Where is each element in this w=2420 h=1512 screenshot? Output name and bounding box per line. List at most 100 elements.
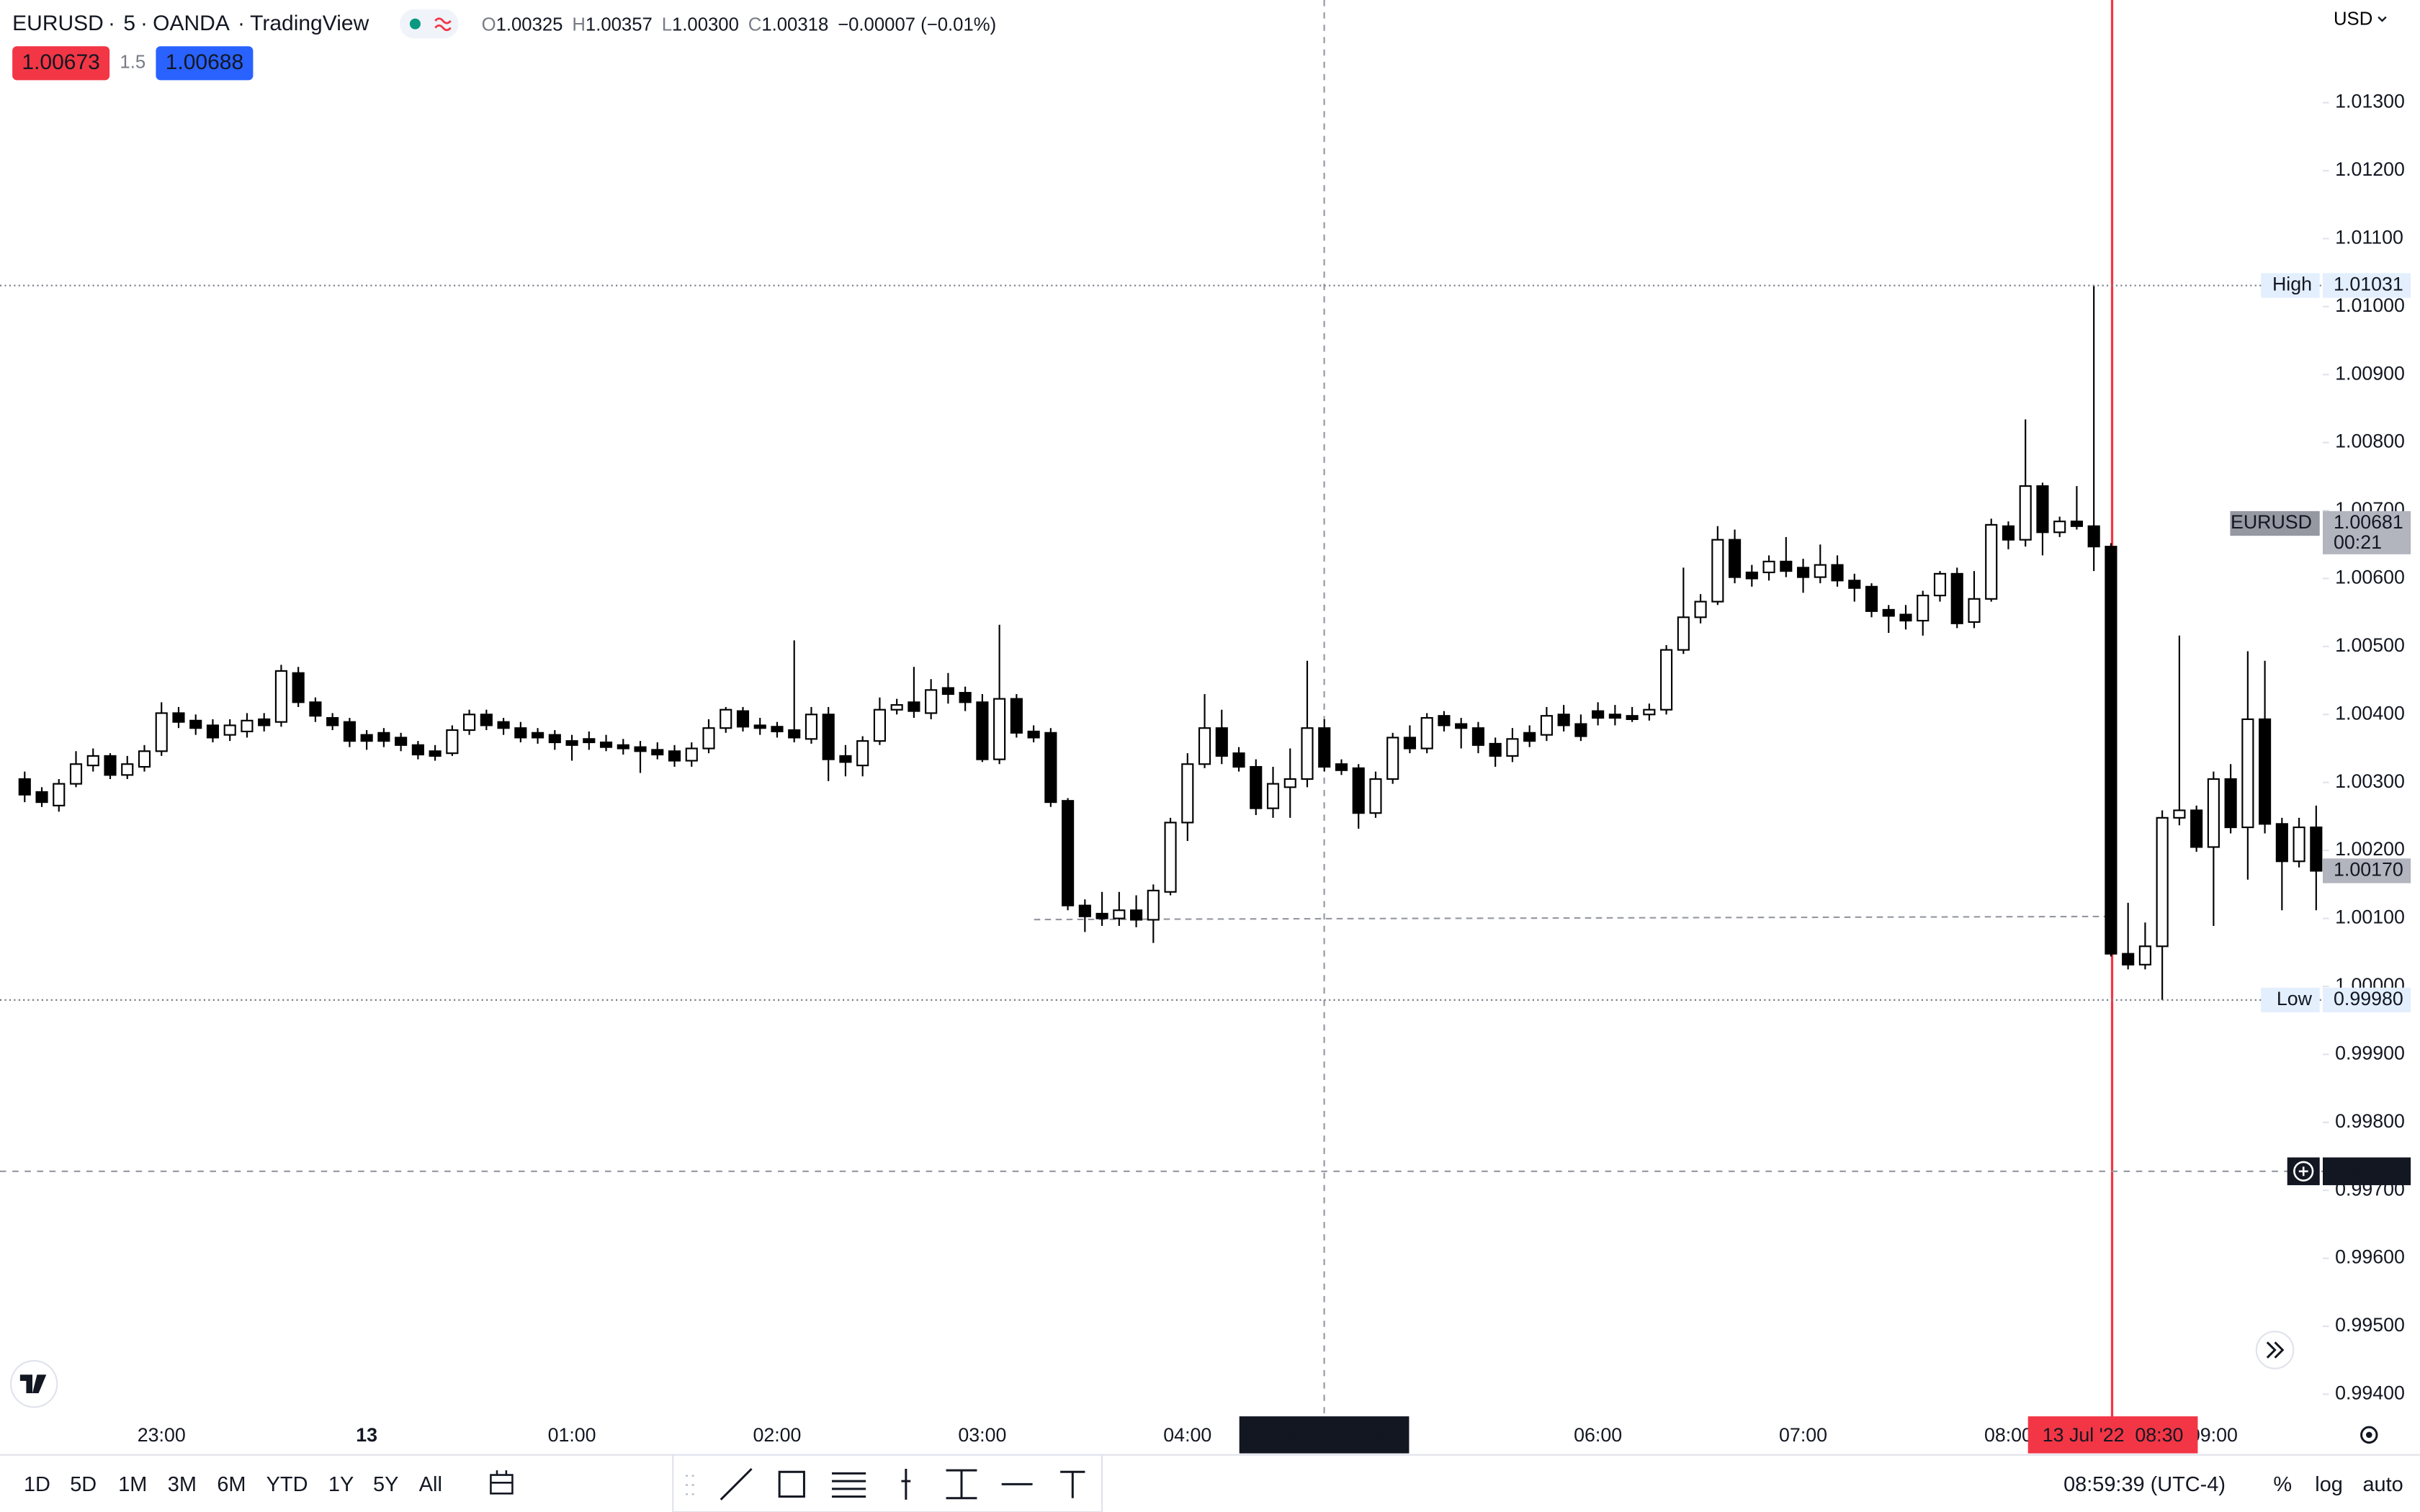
add-alert-icon[interactable]: [2293, 1161, 2314, 1182]
scale-option[interactable]: %: [2273, 1473, 2292, 1496]
candle-body: [104, 755, 117, 776]
y-tick-label: 1.01300: [2335, 91, 2405, 112]
fib-tool[interactable]: [832, 1472, 866, 1498]
candle-body: [1677, 616, 1690, 651]
candle-body: [1643, 708, 1656, 716]
candle-body: [1335, 763, 1348, 771]
sell-button[interactable]: [12, 46, 110, 81]
candle-body: [599, 741, 613, 748]
candle-body: [2190, 809, 2203, 848]
goto-date-icon[interactable]: [490, 1470, 514, 1495]
range-button[interactable]: 1M: [118, 1473, 147, 1496]
range-button[interactable]: 1D: [24, 1473, 50, 1496]
text-tool[interactable]: [1060, 1470, 1085, 1498]
candle-body: [2122, 953, 2135, 966]
candle-body: [1626, 715, 1639, 721]
candle-body: [1831, 564, 1844, 582]
toolbar-handle[interactable]: [686, 1475, 694, 1495]
settings-icon[interactable]: [2360, 1426, 2378, 1444]
candle-body: [1232, 752, 1245, 768]
buy-button[interactable]: [156, 46, 254, 81]
candle-body: [2019, 485, 2032, 541]
candle-body: [873, 708, 886, 742]
x-tick-label: 07:00: [1779, 1424, 1827, 1446]
interval: 5: [123, 12, 135, 35]
scale-option[interactable]: log: [2315, 1473, 2343, 1496]
candle-body: [890, 704, 903, 711]
candle-body: [1438, 715, 1451, 726]
y-tick-label: 0.99600: [2335, 1246, 2405, 1268]
chart-pane: [0, 0, 2323, 1420]
candle-body: [668, 750, 681, 762]
candle-body: [1506, 738, 1519, 757]
candle-body: [1745, 571, 1758, 580]
scroll-to-realtime[interactable]: [2266, 1341, 2285, 1359]
range-button[interactable]: 1Y: [328, 1473, 354, 1496]
x-tick-label: 01:00: [548, 1424, 596, 1446]
trend-line-tool[interactable]: [720, 1467, 753, 1500]
price-badge: [2323, 273, 2411, 298]
candle-body: [121, 763, 134, 776]
rectangle-tool[interactable]: [778, 1470, 805, 1498]
y-tick-label: 1.00800: [2335, 431, 2405, 452]
vertical-line-tool[interactable]: [901, 1469, 911, 1500]
candle-body: [753, 724, 766, 729]
candle-body: [1062, 800, 1075, 906]
candle-body: [1471, 727, 1484, 746]
last-price-text: 1.00170: [2334, 859, 2403, 881]
candle-body: [1711, 539, 1724, 603]
candle-body: [395, 737, 408, 746]
ohlc-key: H: [572, 14, 586, 35]
candle-body: [788, 729, 801, 739]
candle-body: [1147, 889, 1160, 921]
header: EURUSD · 5 · OANDA · TradingView O1.0032…: [12, 9, 996, 81]
candle-body: [1523, 732, 1536, 742]
candle-body: [411, 744, 424, 756]
price-range-tool[interactable]: [946, 1469, 977, 1500]
candle-body: [1917, 595, 1930, 622]
candle-body: [2105, 546, 2118, 955]
logo[interactable]: [19, 1374, 47, 1393]
crosshair-price-badge: [2323, 1157, 2411, 1186]
y-tick-label: 0.99400: [2335, 1382, 2405, 1404]
candle-body: [1660, 649, 1673, 711]
range-button[interactable]: All: [419, 1473, 442, 1496]
price-line-label-bg: [2261, 987, 2320, 1013]
candle-body: [1455, 723, 1468, 729]
candle-body: [326, 716, 339, 726]
candle-body: [856, 740, 869, 767]
ohlc-value: 1.00300: [672, 14, 739, 35]
candle-body: [1796, 567, 1810, 578]
y-tick-label: 1.00500: [2335, 634, 2405, 656]
candle-body: [309, 701, 322, 717]
add-alert-plus[interactable]: [2298, 1166, 2308, 1176]
price-line-label-bg: [2230, 510, 2320, 536]
scale-option[interactable]: auto: [2362, 1473, 2403, 1496]
x-tick-label: 03:00: [958, 1424, 1006, 1446]
candle-body: [1899, 613, 1912, 622]
candle-body: [189, 719, 202, 729]
candle-body: [1780, 560, 1793, 572]
candle-body: [1968, 598, 1981, 623]
y-tick-label: 0.99800: [2335, 1110, 2405, 1132]
price-badge: [2323, 987, 2411, 1013]
ohlc-key: O: [482, 14, 496, 35]
price-badge-text: 1.01031: [2334, 274, 2403, 295]
status-pill[interactable]: [400, 9, 459, 39]
axis-currency[interactable]: USD: [2334, 9, 2372, 30]
range-button[interactable]: 6M: [217, 1473, 246, 1496]
candle-body: [1164, 822, 1177, 893]
range-button[interactable]: 3M: [168, 1473, 197, 1496]
price-line-label: Low: [2277, 988, 2313, 1009]
range-button[interactable]: 5D: [70, 1473, 97, 1496]
candle-body: [839, 755, 852, 763]
ask-price[interactable]: 1.00688: [166, 50, 243, 74]
bid-price[interactable]: 1.00673: [22, 50, 99, 74]
candle-body: [1318, 727, 1331, 768]
candle-body: [1557, 714, 1570, 726]
exchange: OANDA: [153, 12, 230, 35]
drawing-tools: [686, 1467, 1085, 1500]
range-button[interactable]: 5Y: [373, 1473, 398, 1496]
range-button[interactable]: YTD: [266, 1473, 308, 1496]
